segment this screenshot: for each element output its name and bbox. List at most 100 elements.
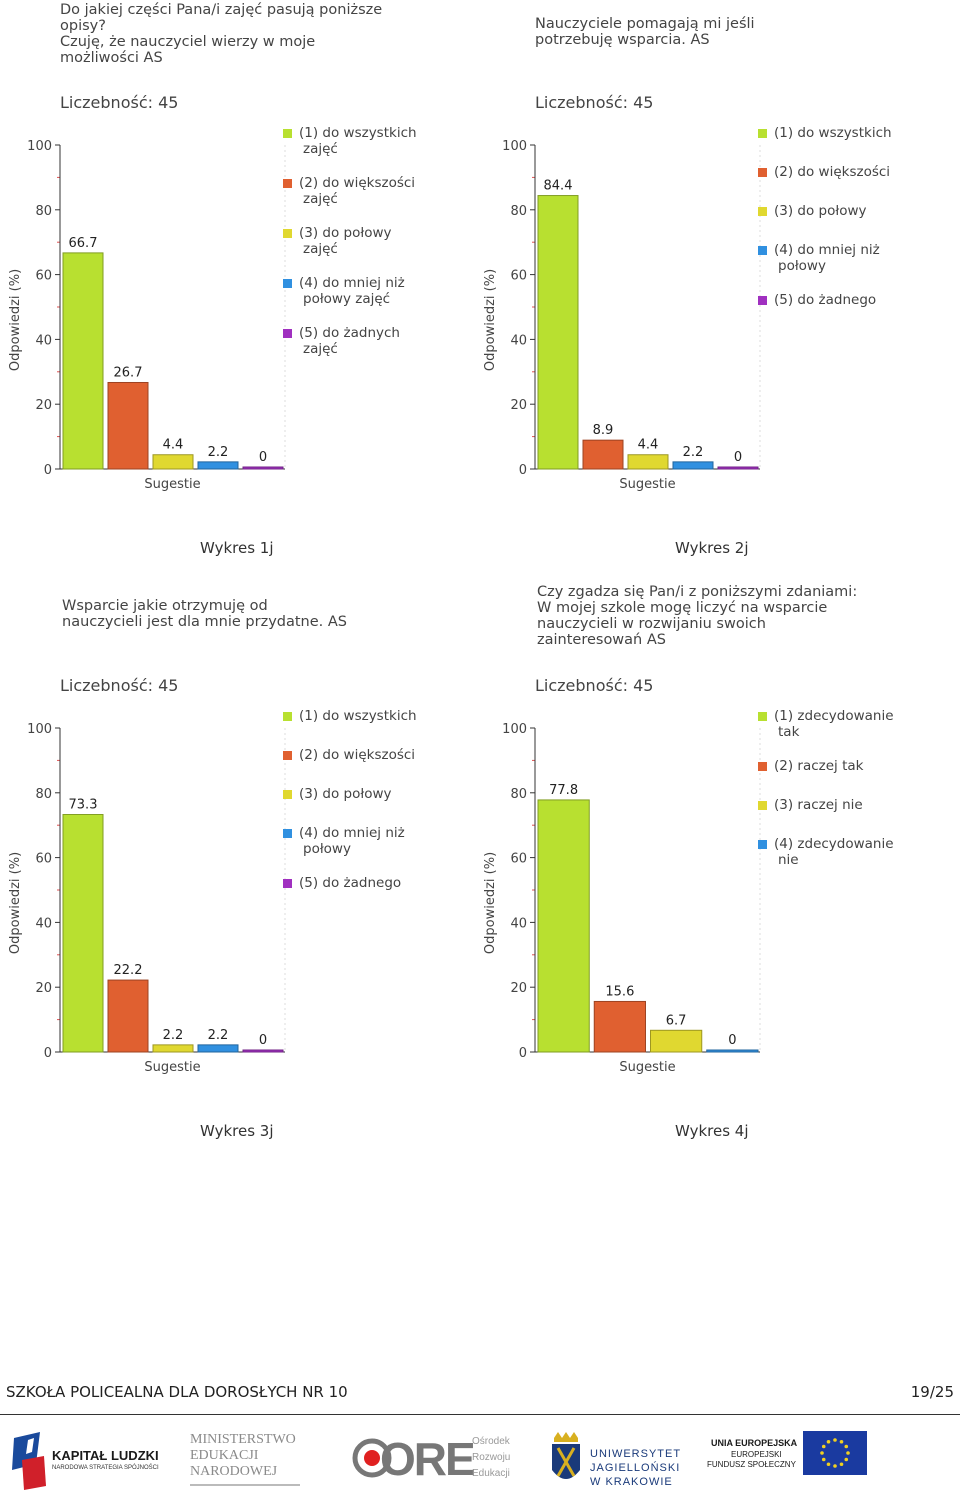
legend-label: (5) do żadnego bbox=[299, 875, 402, 891]
bar-value-label: 6.7 bbox=[666, 1013, 687, 1028]
bar bbox=[152, 1044, 194, 1053]
bar-chart: 0 20 40 60 80 100 77.8 15.6 6.7 0 Sugestie Odpowied… bbox=[483, 722, 761, 1075]
bar-value-label: 4.4 bbox=[638, 438, 659, 453]
bar-value-label: 0 bbox=[259, 450, 267, 465]
bar-value-label: 22.2 bbox=[114, 963, 143, 978]
eu-star bbox=[833, 1464, 837, 1468]
bar bbox=[717, 466, 759, 470]
y-tick-label: 20 bbox=[510, 981, 527, 996]
bar bbox=[242, 466, 284, 470]
bar-value-label: 2.2 bbox=[208, 445, 229, 460]
bar-value-label: 77.8 bbox=[549, 783, 578, 798]
chart-legend: (1) do wszystkich zajęć (2) do większości… bbox=[283, 125, 453, 375]
y-tick-label: 80 bbox=[35, 204, 52, 219]
y-axis-label: Odpowiedzi (%) bbox=[483, 852, 498, 954]
chart-count: Liczebność: 45 bbox=[535, 93, 654, 112]
bar-value-label: 0 bbox=[734, 450, 742, 465]
chart-caption: Wykres 3j bbox=[200, 1122, 274, 1140]
legend-item: (2) do większości zajęć bbox=[283, 175, 443, 207]
footer-divider bbox=[0, 1414, 960, 1415]
ore-mark: ORE bbox=[380, 1433, 476, 1485]
legend-item: (1) do wszystkich zajęć bbox=[283, 125, 443, 157]
legend-label: (2) do większości zajęć bbox=[299, 175, 416, 207]
y-tick-label: 100 bbox=[27, 722, 52, 737]
men-line-1: MINISTERSTWO bbox=[190, 1432, 296, 1447]
bar bbox=[107, 979, 149, 1053]
ue-line-1: UNIA EUROPEJSKA bbox=[711, 1438, 798, 1448]
ore-line-1: Ośrodek bbox=[472, 1436, 510, 1447]
bar bbox=[706, 1049, 759, 1053]
bar bbox=[107, 381, 149, 470]
bar-value-label: 0 bbox=[728, 1033, 736, 1048]
chart-block-3: Wsparcie jakie otrzymuję od nauczycieli … bbox=[0, 583, 470, 1153]
ue-line-2: EUROPEJSKI bbox=[731, 1450, 782, 1459]
legend-item: (4) do mniej niż połowy bbox=[758, 242, 918, 274]
y-tick-label: 0 bbox=[44, 463, 52, 478]
y-tick-label: 40 bbox=[35, 916, 52, 931]
chart-question: Do jakiej części Pana/i zajęć pasują pon… bbox=[60, 2, 383, 66]
y-tick-label: 0 bbox=[44, 1046, 52, 1061]
y-axis-label: Odpowiedzi (%) bbox=[8, 852, 23, 954]
eu-star bbox=[839, 1462, 844, 1467]
legend-swatch bbox=[283, 279, 292, 288]
legend-label: (1) zdecydowanie tak bbox=[774, 708, 894, 740]
chart-question: Nauczyciele pomagają mi jeśli potrzebuję… bbox=[535, 16, 755, 48]
bar bbox=[537, 799, 590, 1053]
eu-star bbox=[821, 1444, 826, 1449]
kapital-subtitle: NARODOWA STRATEGIA SPÓJNOŚCI bbox=[52, 1465, 159, 1471]
chart-caption: Wykres 2j bbox=[675, 539, 749, 557]
bar-value-label: 2.2 bbox=[683, 445, 704, 460]
legend-swatch bbox=[758, 801, 767, 810]
bar bbox=[152, 454, 194, 470]
chart-caption: Wykres 4j bbox=[675, 1122, 749, 1140]
y-axis-label: Odpowiedzi (%) bbox=[8, 269, 23, 371]
legend-label: (3) raczej nie bbox=[774, 797, 863, 813]
logo-kapital-ludzki: KAPITAŁ LUDZKI NARODOWA STRATEGIA SPÓJNO… bbox=[10, 1428, 170, 1492]
x-axis-label: Sugestie bbox=[144, 1060, 200, 1075]
legend-label: (5) do żadnego bbox=[774, 292, 877, 308]
uj-line-1: UNIWERSYTET bbox=[590, 1448, 682, 1460]
legend-label: (2) do większości bbox=[299, 747, 416, 763]
bar-value-label: 66.7 bbox=[69, 236, 98, 251]
y-tick-label: 80 bbox=[510, 204, 527, 219]
x-axis-label: Sugestie bbox=[144, 477, 200, 492]
y-tick-label: 60 bbox=[35, 269, 52, 284]
eu-star bbox=[839, 1439, 844, 1444]
bar-value-label: 2.2 bbox=[208, 1028, 229, 1043]
chart-legend: (1) zdecydowanie tak (2) raczej tak (3) ra… bbox=[758, 708, 933, 958]
legend-swatch bbox=[758, 840, 767, 849]
x-axis-label: Sugestie bbox=[619, 477, 675, 492]
legend-label: (1) do wszystkich bbox=[299, 708, 417, 724]
legend-swatch bbox=[283, 790, 292, 799]
x-axis-label: Sugestie bbox=[619, 1060, 675, 1075]
logo-uj: UNIWERSYTET JAGIELLOŃSKI W KRAKOWIE bbox=[548, 1428, 688, 1492]
eu-flag-icon bbox=[803, 1431, 867, 1475]
legend-swatch bbox=[758, 296, 767, 305]
men-underline bbox=[190, 1484, 300, 1486]
legend-swatch bbox=[283, 129, 292, 138]
chart-block-4: Czy zgadza się Pan/i z poniższymi zdania… bbox=[475, 583, 945, 1153]
bar bbox=[627, 454, 669, 470]
ue-line-3: FUNDUSZ SPOŁECZNY bbox=[707, 1460, 796, 1469]
legend-item: (1) zdecydowanie tak bbox=[758, 708, 918, 740]
bar bbox=[593, 1000, 646, 1053]
uj-line-2: JAGIELLOŃSKI bbox=[590, 1462, 681, 1474]
y-tick-label: 0 bbox=[519, 1046, 527, 1061]
legend-item: (2) raczej tak bbox=[758, 758, 918, 774]
chart-question: Czy zgadza się Pan/i z poniższymi zdania… bbox=[537, 584, 858, 648]
legend-swatch bbox=[758, 129, 767, 138]
chart-count: Liczebność: 45 bbox=[60, 676, 179, 695]
legend-item: (2) do większości bbox=[758, 164, 918, 180]
y-tick-label: 100 bbox=[27, 139, 52, 154]
bar-value-label: 84.4 bbox=[544, 179, 573, 194]
legend-swatch bbox=[283, 712, 292, 721]
legend-label: (2) raczej tak bbox=[774, 758, 864, 774]
legend-swatch bbox=[758, 168, 767, 177]
legend-item: (4) do mniej niż połowy zajęć bbox=[283, 275, 443, 307]
legend-swatch bbox=[758, 712, 767, 721]
y-tick-label: 80 bbox=[510, 787, 527, 802]
bar bbox=[62, 252, 104, 470]
legend-item: (2) do większości bbox=[283, 747, 443, 763]
y-tick-label: 0 bbox=[519, 463, 527, 478]
men-line-2: EDUKACJI bbox=[190, 1448, 259, 1463]
